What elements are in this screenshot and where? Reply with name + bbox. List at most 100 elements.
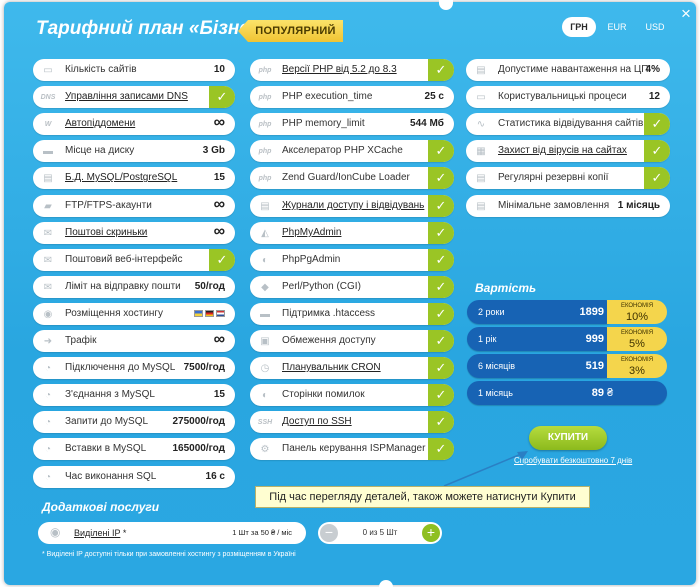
feature-row: ◉ Розміщення хостингу	[33, 303, 235, 325]
feature-link[interactable]: Журнали доступу і відвідувань	[282, 200, 425, 211]
feature-label: PHP execution_time	[282, 91, 373, 102]
check-icon: ✓	[428, 438, 454, 460]
currency-usd[interactable]: USD	[645, 22, 665, 32]
currency-eur[interactable]: EUR	[607, 22, 627, 32]
feature-row: SSH Доступ по SSH ✓	[250, 411, 454, 433]
feature-link[interactable]: Версії PHP від 5.2 до 8.3	[282, 64, 397, 75]
mail-limit-icon: ✉	[43, 281, 53, 293]
saving-percent: 5%	[629, 338, 645, 350]
addons-title: Додаткові послуги	[42, 500, 160, 514]
check-icon: ✓	[428, 195, 454, 217]
price-amount: 1899	[579, 306, 604, 318]
currency-switcher: ГРН EUR USD	[562, 17, 672, 37]
feature-link[interactable]: Б.Д. MySQL/PostgreSQL	[65, 172, 178, 183]
feature-value: 4%	[645, 64, 660, 75]
panel-icon: ⚙	[260, 443, 270, 455]
addon-dedicated-ip: ◉ Виділені IP * 1 Шт за 50 ₴ / міс	[38, 522, 306, 544]
feature-value: 10	[213, 64, 225, 75]
feature-label: Місце на диску	[65, 145, 135, 156]
feature-link[interactable]: Планувальник CRON	[282, 362, 381, 373]
close-button[interactable]: ×	[681, 4, 691, 23]
saving-label: ЕКОНОМІЯ	[620, 303, 654, 309]
page-title: Тарифний план «Бізнес»	[36, 18, 272, 39]
quantity-stepper[interactable]: − 0 из 5 Шт +	[318, 522, 442, 544]
ukraine-flag-icon	[194, 310, 203, 317]
location-icon: ◉	[43, 308, 53, 320]
check-icon: ✓	[209, 249, 235, 271]
feature-label: Час виконання SQL	[65, 471, 157, 482]
feature-link[interactable]: Поштові скриньки	[65, 227, 148, 238]
domain-icon: W	[37, 116, 59, 132]
feature-label: Панель керування ISPManager	[282, 443, 426, 454]
check-icon: ✓	[428, 330, 454, 352]
buy-button[interactable]: КУПИТИ	[529, 426, 607, 450]
phppgadmin-icon: ◐	[261, 254, 269, 266]
database-icon: ▤	[43, 172, 53, 184]
trial-link[interactable]: Спробувати безкоштовно 7 днів	[514, 456, 633, 465]
addon-link[interactable]: Виділені IP	[74, 528, 121, 538]
minus-button[interactable]: −	[320, 524, 338, 542]
icon-tag: php	[258, 147, 272, 155]
feature-row: ➜ Трафік ∞	[33, 330, 235, 352]
icon-tag: php	[258, 66, 272, 74]
icon-tag: php	[258, 93, 272, 101]
saving-badge: ЕКОНОМІЯ 10%	[607, 300, 667, 324]
cpu-icon: ▤	[476, 64, 486, 76]
popular-badge: ПОПУЛЯРНИЙ	[238, 20, 343, 42]
price-amount: 999	[585, 333, 604, 345]
check-icon: ✓	[428, 276, 454, 298]
perl-icon: ◆	[261, 281, 269, 293]
check-icon: ✓	[428, 222, 454, 244]
usa-flag-icon	[216, 310, 225, 317]
mysql-icon: ◔	[44, 389, 52, 401]
currency-грн[interactable]: ГРН	[562, 17, 596, 37]
feature-label: Користувальницькі процеси	[498, 91, 627, 102]
feature-row: ▭ Користувальницькі процеси 12	[466, 86, 670, 108]
feature-link[interactable]: Доступ по SSH	[282, 416, 352, 427]
feature-row: ▰ FTP/FTPS-акаунти ∞	[33, 195, 235, 217]
feature-link[interactable]: PhpMyAdmin	[282, 227, 342, 238]
feature-row: php PHP execution_time 25 с	[250, 86, 454, 108]
check-icon: ✓	[428, 411, 454, 433]
feature-label: Допустиме навантаження на ЦП	[498, 64, 649, 75]
feature-value: 16 с	[205, 471, 225, 482]
feature-label: Трафік	[65, 335, 97, 346]
plus-button[interactable]: +	[422, 524, 440, 542]
feature-label: Запити до MySQL	[65, 416, 149, 427]
feature-row: W Автопіддомени ∞	[33, 113, 235, 135]
check-icon: ✓	[644, 167, 670, 189]
webmail-icon: ✉	[43, 254, 53, 266]
feature-value: 15	[213, 389, 225, 400]
feature-link[interactable]: Управління записами DNS	[65, 91, 188, 102]
php-icon: php	[254, 143, 276, 159]
saving-badge: ЕКОНОМІЯ 5%	[607, 327, 667, 351]
virus-icon: ▦	[476, 145, 486, 157]
check-icon: ✓	[428, 59, 454, 81]
infinity-value: ∞	[213, 331, 225, 348]
min-order-icon: ▤	[476, 200, 486, 212]
country-flags	[194, 310, 225, 317]
check-icon: ✓	[428, 384, 454, 406]
feature-label: PhpPgAdmin	[282, 254, 341, 265]
mysql-connect-icon: ◔	[44, 362, 52, 374]
panel-notch-top	[439, 0, 453, 10]
feature-row: php Zend Guard/IonCube Loader ✓	[250, 167, 454, 189]
lock-icon: ▣	[260, 335, 270, 347]
feature-row: ⚙ Панель керування ISPManager ✓	[250, 438, 454, 460]
phpmyadmin-icon: ◭	[261, 227, 269, 239]
feature-row: ◐ PhpPgAdmin ✓	[250, 249, 454, 271]
infinity-value: ∞	[213, 196, 225, 213]
feature-value: 12	[648, 91, 660, 102]
feature-row: ▤ Регулярні резервні копії ✓	[466, 167, 670, 189]
feature-value: 50/год	[194, 281, 225, 292]
infinity-value: ∞	[213, 223, 225, 240]
feature-link[interactable]: Захист від вірусів на сайтах	[498, 145, 627, 156]
price-option[interactable]: 1 місяць 89 ₴	[467, 381, 667, 405]
cron-icon: ◷	[260, 362, 270, 374]
feature-value: 7500/год	[183, 362, 225, 373]
feature-row: ✉ Поштові скриньки ∞	[33, 222, 235, 244]
feature-link[interactable]: Автопіддомени	[65, 118, 136, 129]
